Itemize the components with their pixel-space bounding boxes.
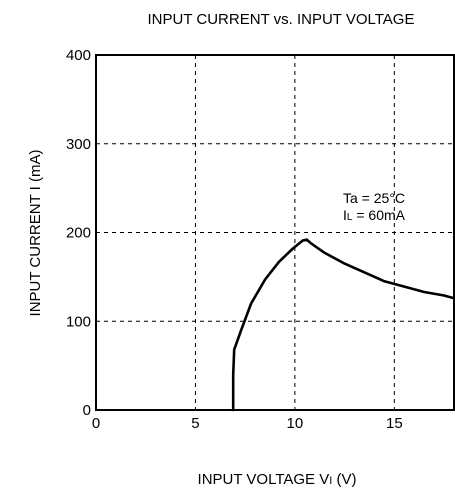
y-axis-label: INPUT CURRENT I (mA) [27,150,44,317]
series-line [231,238,455,412]
x-tick-label: 10 [287,415,304,432]
y-tick-labels: 0 100 200 300 400 [66,47,91,419]
grid-lines [96,55,454,410]
y-tick-label: 0 [83,402,91,419]
y-tick-label: 200 [66,225,91,242]
y-tick-label: 400 [66,47,91,64]
annotation-load-current: IL = 60mA [343,207,406,223]
y-tick-label: 100 [66,313,91,330]
plot-frame [95,54,455,411]
x-axis-label: INPUT VOLTAGE VI (V) [198,471,357,488]
x-tick-label: 0 [92,415,100,432]
annotation-temperature: Ta = 25°C [343,190,405,206]
y-tick-label: 300 [66,136,91,153]
x-tick-labels: 0 5 10 15 [92,415,403,432]
chart-title: INPUT CURRENT vs. INPUT VOLTAGE [148,11,415,28]
x-tick-label: 5 [191,415,199,432]
x-tick-label: 15 [386,415,403,432]
